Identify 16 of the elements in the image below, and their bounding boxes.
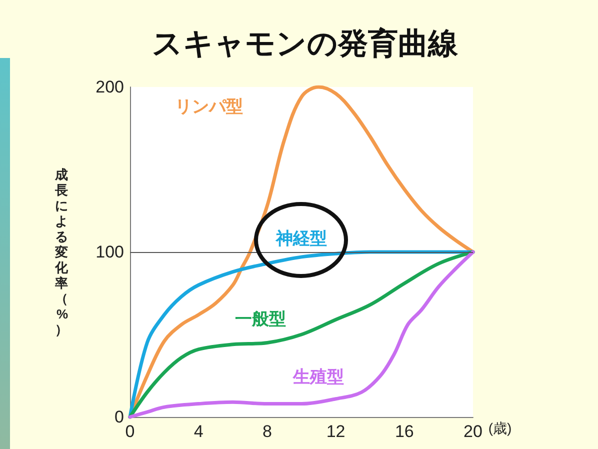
y-tick-label: 200 — [96, 78, 124, 96]
x-axis-title: (歳) — [488, 420, 512, 436]
y-tick-label: 100 — [96, 242, 124, 262]
x-tick-label: 12 — [326, 422, 346, 441]
series-label: 生殖型 — [292, 367, 344, 388]
text: リンパ型 — [174, 96, 243, 117]
x-tick-label: 8 — [262, 422, 272, 441]
text: 成長による変化率（%） — [55, 167, 68, 337]
chart-title: スキャモンの発育曲線 — [152, 26, 459, 62]
x-tick-label: 4 — [194, 422, 204, 441]
series-label: 一般型 — [234, 310, 286, 330]
x-tick-label: 20 — [464, 422, 482, 441]
x-tick-label: 16 — [394, 422, 414, 441]
line-series — [128, 85, 475, 419]
series-label: 神経型 — [275, 228, 327, 249]
y-tick-label: 0 — [114, 408, 124, 426]
